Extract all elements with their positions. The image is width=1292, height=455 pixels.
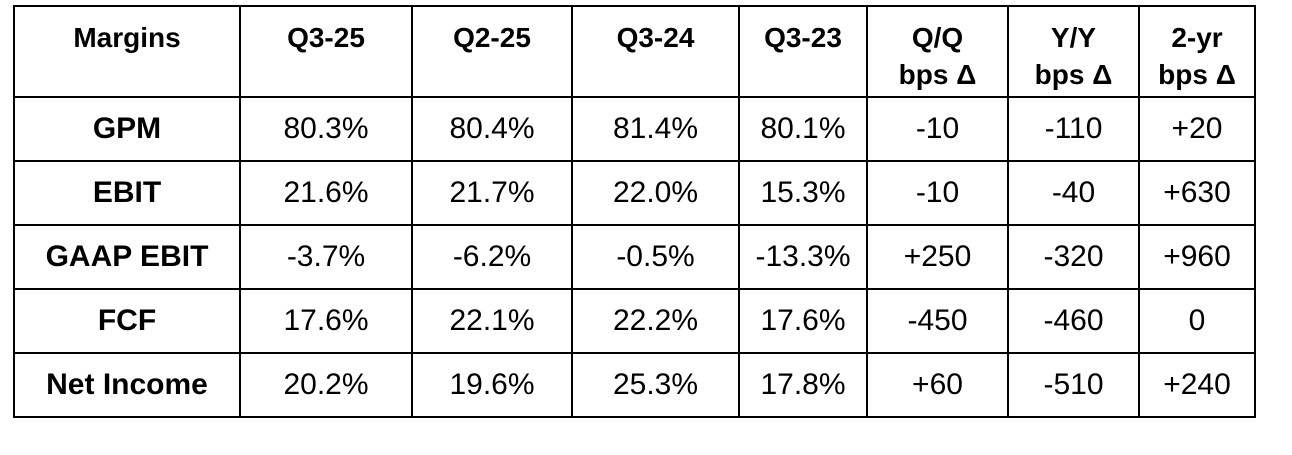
table-row-gpm: GPM 80.3% 80.4% 81.4% 80.1% -10 -110 +20 xyxy=(13,96,1256,162)
table-cell: -110 xyxy=(1007,96,1140,162)
header-2yr-line2: bps Δ xyxy=(1158,59,1236,90)
table-cell: -40 xyxy=(1007,160,1140,226)
table-row-gaap-ebit: GAAP EBIT -3.7% -6.2% -0.5% -13.3% +250 … xyxy=(13,224,1256,290)
table-row-ebit: EBIT 21.6% 21.7% 22.0% 15.3% -10 -40 +63… xyxy=(13,160,1256,226)
header-2yr-line1: 2-yr xyxy=(1171,22,1223,53)
row-label: FCF xyxy=(13,288,241,354)
table-cell: 15.3% xyxy=(738,160,868,226)
table-cell: 0 xyxy=(1138,288,1256,354)
table-cell: 21.6% xyxy=(239,160,413,226)
table-cell: -0.5% xyxy=(571,224,740,290)
header-margins: Margins xyxy=(13,5,241,98)
table-cell: 22.2% xyxy=(571,288,740,354)
row-label: GAAP EBIT xyxy=(13,224,241,290)
table-cell: +60 xyxy=(866,352,1009,418)
header-yy-line2: bps Δ xyxy=(1034,59,1113,90)
table-cell: 20.2% xyxy=(239,352,413,418)
header-yy-bps: Y/Y bps Δ xyxy=(1007,5,1140,98)
table-cell: +20 xyxy=(1138,96,1256,162)
table-cell: -10 xyxy=(866,160,1009,226)
table-cell: 81.4% xyxy=(571,96,740,162)
table-cell: +960 xyxy=(1138,224,1256,290)
row-label: GPM xyxy=(13,96,241,162)
table-cell: +240 xyxy=(1138,352,1256,418)
table-cell: 21.7% xyxy=(411,160,573,226)
table-cell: -320 xyxy=(1007,224,1140,290)
margins-table: Margins Q3-25 Q2-25 Q3-24 Q3-23 Q/Q bps Δ… xyxy=(13,5,1256,418)
margins-table-container: Margins Q3-25 Q2-25 Q3-24 Q3-23 Q/Q bps Δ… xyxy=(13,5,1256,418)
header-q3-25: Q3-25 xyxy=(239,5,413,98)
table-cell: 80.4% xyxy=(411,96,573,162)
table-cell: 17.8% xyxy=(738,352,868,418)
table-row-net-income: Net Income 20.2% 19.6% 25.3% 17.8% +60 -… xyxy=(13,352,1256,418)
header-qq-line2: bps Δ xyxy=(898,59,977,90)
table-row-fcf: FCF 17.6% 22.1% 22.2% 17.6% -450 -460 0 xyxy=(13,288,1256,354)
table-cell: 17.6% xyxy=(239,288,413,354)
table-cell: -460 xyxy=(1007,288,1140,354)
table-cell: 80.3% xyxy=(239,96,413,162)
header-q3-23: Q3-23 xyxy=(738,5,868,98)
header-q2-25: Q2-25 xyxy=(411,5,573,98)
table-cell: -3.7% xyxy=(239,224,413,290)
table-cell: -510 xyxy=(1007,352,1140,418)
table-cell: -6.2% xyxy=(411,224,573,290)
table-cell: -450 xyxy=(866,288,1009,354)
row-label: EBIT xyxy=(13,160,241,226)
header-qq-line1: Q/Q xyxy=(911,22,964,53)
header-qq-bps: Q/Q bps Δ xyxy=(866,5,1009,98)
table-cell: +250 xyxy=(866,224,1009,290)
row-label: Net Income xyxy=(13,352,241,418)
header-row: Margins Q3-25 Q2-25 Q3-24 Q3-23 Q/Q bps Δ… xyxy=(13,5,1256,98)
header-yy-line1: Y/Y xyxy=(1050,22,1097,53)
table-cell: 22.0% xyxy=(571,160,740,226)
table-cell: 19.6% xyxy=(411,352,573,418)
header-q3-24: Q3-24 xyxy=(571,5,740,98)
header-2yr-bps: 2-yr bps Δ xyxy=(1138,5,1256,98)
table-cell: 80.1% xyxy=(738,96,868,162)
table-cell: -13.3% xyxy=(738,224,868,290)
table-cell: 22.1% xyxy=(411,288,573,354)
table-cell: 25.3% xyxy=(571,352,740,418)
table-cell: 17.6% xyxy=(738,288,868,354)
table-cell: +630 xyxy=(1138,160,1256,226)
table-cell: -10 xyxy=(866,96,1009,162)
